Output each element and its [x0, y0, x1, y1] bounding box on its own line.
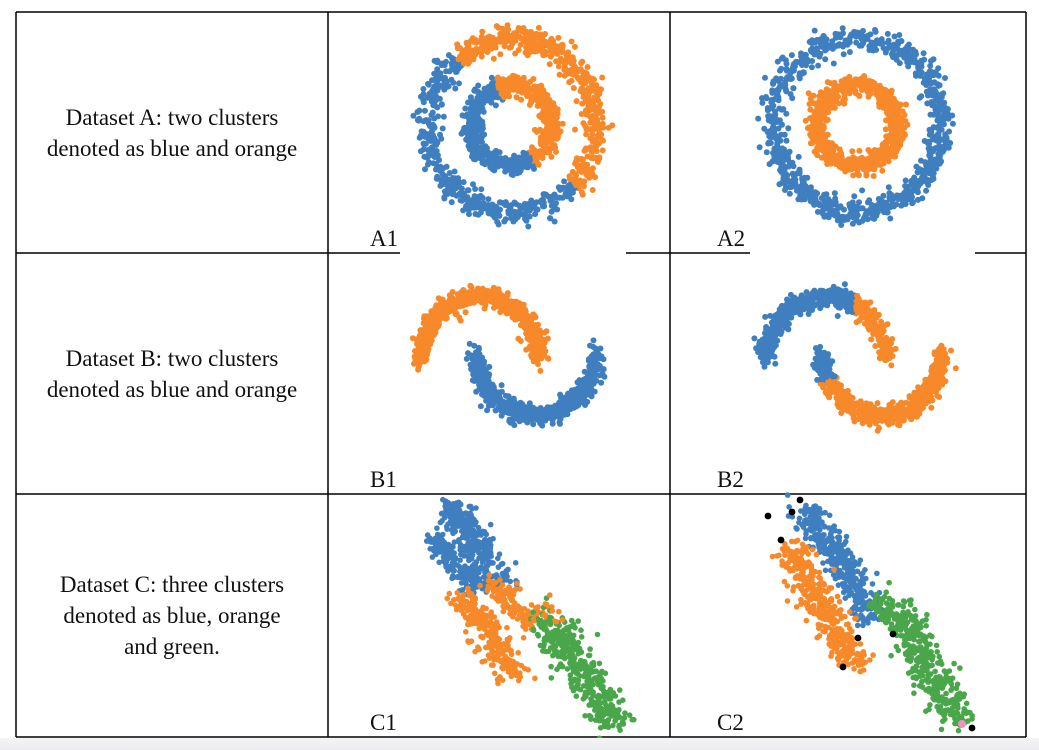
scatter-c2 [764, 492, 976, 734]
row-b-description: Dataset B: two clusters denoted as blue … [16, 253, 328, 494]
scatter-b1 [409, 282, 608, 429]
panel-label-c2: C2 [717, 710, 744, 735]
row-c-description: Dataset C: three clusters denoted as blu… [16, 494, 328, 737]
scatter-c1 [423, 496, 637, 742]
row-a-description: Dataset A: two clusters denoted as blue … [16, 12, 328, 253]
scatter-a1 [410, 22, 616, 230]
panel-label-b2: B2 [717, 467, 744, 492]
scatter-points [409, 22, 976, 742]
panel-label-a1: A1 [370, 226, 399, 251]
panel-label-a2: A2 [717, 226, 746, 251]
scatter-a2 [755, 25, 956, 228]
row-a-description-text: Dataset A: two clusters denoted as blue … [46, 104, 298, 161]
row-b-description-text: Dataset B: two clusters denoted as blue … [46, 345, 298, 402]
table-borders [15, 11, 1027, 738]
panel-label-c1: C1 [370, 710, 397, 735]
scatter-b2 [751, 281, 959, 434]
bottom-edge [0, 738, 1039, 750]
row-c-description-text: Dataset C: three clusters denoted as blu… [59, 572, 285, 659]
panel-label-b1: B1 [370, 467, 397, 492]
